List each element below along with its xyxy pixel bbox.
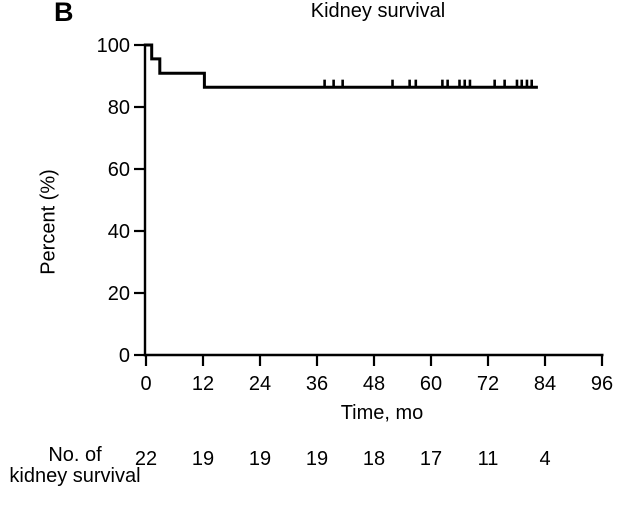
x-axis-label: Time, mo <box>340 402 424 424</box>
at-risk-label: No. of kidney survival <box>0 445 150 487</box>
x-tick-label: 48 <box>363 373 385 395</box>
at-risk-count: 17 <box>420 448 442 470</box>
at-risk-label-line2: kidney survival <box>9 465 141 487</box>
survival-curve <box>144 43 538 89</box>
y-tick-label: 20 <box>108 283 130 305</box>
x-tick-label: 12 <box>192 373 214 395</box>
chart-title: Kidney survival <box>310 0 446 22</box>
x-tick-label: 24 <box>249 373 271 395</box>
at-risk-count: 4 <box>539 448 550 470</box>
x-tick-label: 72 <box>477 373 499 395</box>
x-tick-label: 60 <box>420 373 442 395</box>
y-tick-label: 40 <box>108 221 130 243</box>
at-risk-label-line1: No. of <box>48 444 102 466</box>
at-risk-count: 18 <box>363 448 385 470</box>
x-tick-label: 84 <box>534 373 556 395</box>
x-tick-label: 36 <box>306 373 328 395</box>
x-tick-label: 0 <box>140 373 151 395</box>
y-tick-label: 100 <box>97 35 130 57</box>
y-tick-label: 0 <box>119 345 130 367</box>
at-risk-count: 19 <box>249 448 271 470</box>
y-tick-label: 60 <box>108 159 130 181</box>
y-tick-label: 80 <box>108 97 130 119</box>
at-risk-count: 19 <box>306 448 328 470</box>
panel-label: B <box>54 0 74 27</box>
at-risk-count: 11 <box>478 448 499 470</box>
at-risk-count: 22 <box>135 448 157 470</box>
x-tick-label: 96 <box>591 373 613 395</box>
at-risk-count: 19 <box>192 448 214 470</box>
